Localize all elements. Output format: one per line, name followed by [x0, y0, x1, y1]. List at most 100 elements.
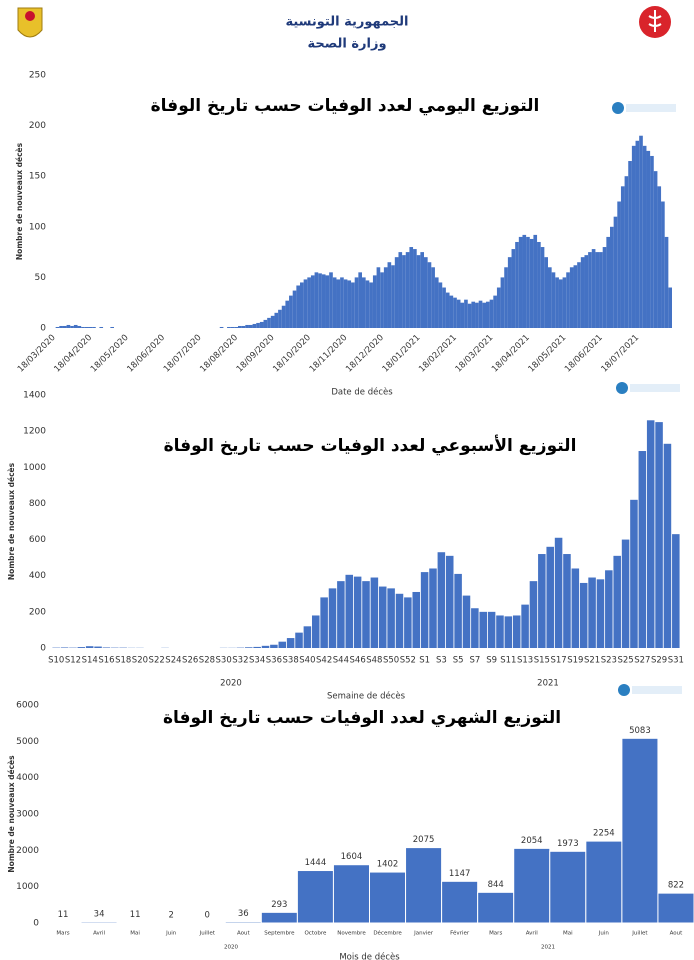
x-tick-label: 18/11/2020 — [308, 333, 350, 375]
bar — [59, 325, 63, 328]
x-tick-label: S11 — [500, 656, 516, 666]
bar — [479, 611, 487, 648]
bar — [259, 321, 264, 328]
bar — [504, 267, 508, 328]
y-tick-label: 200 — [29, 607, 46, 617]
y-tick-label: 50 — [35, 273, 47, 283]
y-axis-label: Nombre de nouveaux décès — [15, 142, 24, 260]
bar — [595, 252, 600, 328]
bar — [471, 301, 476, 328]
bar — [55, 326, 60, 328]
x-tick-label: S7 — [469, 656, 480, 666]
bar — [353, 576, 362, 648]
y-axis-label: Nombre de nouveaux décès — [7, 462, 16, 580]
bar — [628, 161, 632, 328]
bar — [351, 282, 355, 328]
x-tick-label: 18/07/2020 — [162, 333, 204, 375]
bar — [253, 646, 261, 648]
bar — [602, 247, 607, 328]
y-tick-label: 0 — [33, 919, 39, 929]
bar — [606, 236, 610, 328]
y-tick-label: 1200 — [23, 427, 46, 437]
bar — [416, 255, 421, 328]
bar — [471, 608, 479, 648]
bar — [343, 279, 348, 328]
x-tick-label: 18/01/2021 — [381, 333, 423, 375]
x-tick-label: S46 — [350, 656, 366, 666]
chart-title: التوزيع الشهري لعدد الوفيات حسب تاريخ ال… — [163, 708, 561, 728]
value-label: 844 — [488, 880, 504, 890]
x-tick-label: 18/06/2020 — [125, 333, 167, 375]
bar — [661, 201, 665, 328]
x-tick-label: S16 — [98, 656, 114, 666]
x-tick-label: S25 — [617, 656, 633, 666]
bar — [512, 615, 521, 648]
x-tick-label: Mars — [489, 931, 502, 937]
bar — [464, 299, 468, 328]
y-tick-label: 1000 — [16, 882, 39, 892]
x-tick-label: S21 — [584, 656, 600, 666]
x-tick-label: S40 — [299, 656, 315, 666]
x-tick-label: S44 — [333, 656, 349, 666]
bar — [449, 295, 454, 328]
x-axis-label: Mois de décès — [339, 952, 400, 960]
bar — [591, 249, 596, 328]
bar — [274, 312, 279, 328]
bar — [507, 257, 512, 328]
x-tick-label: 18/08/2020 — [198, 333, 240, 375]
y-tick-label: 250 — [29, 71, 46, 81]
chart-title: التوزيع اليومي لعدد الوفيات حسب تاريخ ال… — [151, 96, 540, 116]
bar — [296, 285, 300, 328]
bar — [60, 647, 69, 648]
bar — [303, 626, 312, 648]
x-tick-label: S18 — [115, 656, 131, 666]
bar — [529, 238, 534, 328]
bar — [467, 303, 472, 328]
x-tick-label: Décembre — [373, 930, 402, 937]
bar — [391, 265, 395, 328]
bar — [85, 646, 94, 648]
bar — [405, 252, 410, 328]
bar — [362, 277, 366, 328]
bar — [285, 300, 290, 328]
y-tick-label: 2000 — [16, 846, 39, 856]
bar — [267, 317, 271, 328]
bar — [314, 272, 319, 328]
bar — [332, 864, 371, 924]
bar — [380, 272, 384, 328]
bar — [358, 272, 362, 328]
bar — [434, 277, 439, 328]
bar — [336, 279, 341, 328]
x-axis-label: Semaine de décès — [327, 691, 406, 702]
bar — [110, 326, 114, 328]
bar — [296, 870, 334, 924]
bar — [462, 595, 471, 648]
x-tick-label: S12 — [65, 656, 81, 666]
bar — [437, 552, 446, 648]
bar — [496, 287, 501, 328]
x-tick-label: S13 — [517, 656, 533, 666]
bar — [376, 267, 381, 328]
bar — [445, 292, 450, 328]
x-tick-label: Janvier — [413, 931, 434, 937]
bar — [270, 644, 278, 648]
bar — [500, 277, 505, 328]
bar — [624, 176, 629, 328]
x-tick-label: 18/04/2020 — [52, 333, 94, 375]
value-label: 5083 — [629, 726, 651, 736]
bar — [219, 326, 224, 328]
bar — [362, 581, 370, 648]
bar — [413, 249, 417, 328]
bar — [620, 186, 625, 328]
value-label: 2054 — [521, 836, 543, 846]
bar — [554, 537, 563, 648]
bar — [610, 226, 614, 328]
value-label: 36 — [238, 909, 249, 919]
bar — [394, 257, 399, 328]
bar — [631, 145, 636, 328]
x-axis-label: Date de décès — [331, 387, 393, 398]
bar — [613, 555, 621, 648]
observatory-logo — [612, 102, 676, 114]
value-label: 2075 — [413, 835, 435, 845]
bar — [378, 586, 387, 648]
